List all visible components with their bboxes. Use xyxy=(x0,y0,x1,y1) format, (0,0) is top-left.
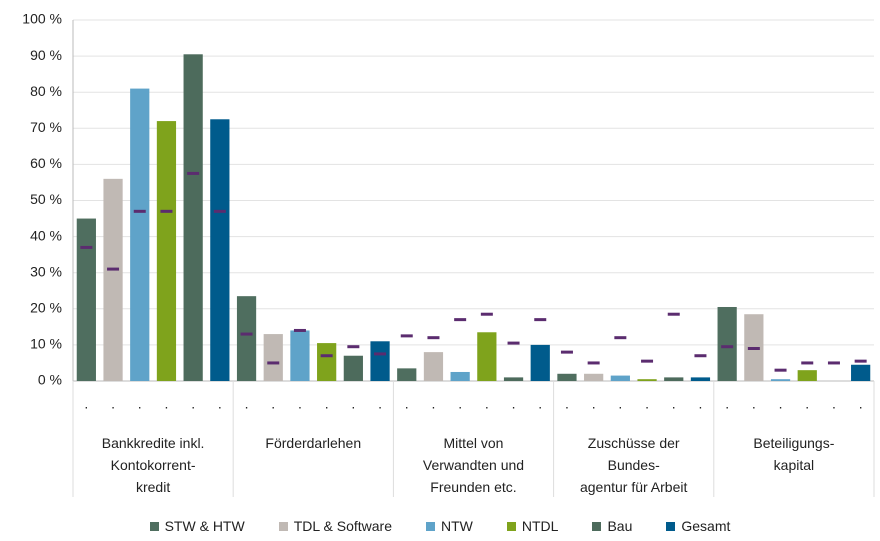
bar-label: . xyxy=(565,396,569,412)
bar xyxy=(76,218,96,381)
y-tick-label: 0 % xyxy=(38,372,62,388)
category-label: Bankkredite inkl. Kontokorrent- kredit xyxy=(101,435,205,495)
bar-label: . xyxy=(298,396,302,412)
legend-item: Bau xyxy=(592,518,632,534)
y-tick-label: 90 % xyxy=(30,47,62,63)
bar xyxy=(263,334,283,381)
bar xyxy=(236,296,257,381)
bar xyxy=(530,344,550,381)
y-tick-label: 50 % xyxy=(30,191,62,207)
bar-label: . xyxy=(779,396,783,412)
bar-label: . xyxy=(271,396,275,412)
bar-label: . xyxy=(84,396,88,412)
bar xyxy=(637,379,657,381)
legend-label: STW & HTW xyxy=(164,518,245,534)
bar-label: . xyxy=(138,396,142,412)
bar xyxy=(450,371,470,381)
bar xyxy=(477,332,497,381)
bar xyxy=(183,54,203,382)
bar xyxy=(557,373,577,381)
bar-label: . xyxy=(351,396,355,412)
bar xyxy=(797,370,817,381)
y-tick-label: 30 % xyxy=(30,263,62,279)
bar-label: . xyxy=(245,396,249,412)
bar-label: . xyxy=(432,396,436,412)
y-tick-label: 70 % xyxy=(30,119,62,135)
bar xyxy=(103,178,123,381)
bar-label: . xyxy=(485,396,489,412)
bar xyxy=(156,121,177,381)
bar xyxy=(584,373,604,381)
bar-label: . xyxy=(538,396,542,412)
legend-label: Gesamt xyxy=(681,518,731,534)
bar-label: . xyxy=(378,396,382,412)
category-label: Mittel von Verwandten und Freunden etc. xyxy=(422,435,525,495)
y-tick-label: 40 % xyxy=(30,227,62,243)
bar-label: . xyxy=(699,396,703,412)
bar xyxy=(610,375,630,381)
category-label: Zuschüsse der Bundes- agentur für Arbeit xyxy=(579,435,688,495)
y-tick-label: 20 % xyxy=(30,300,62,316)
bar-label: . xyxy=(512,396,516,412)
bar xyxy=(423,352,444,381)
legend-item: NTW xyxy=(426,518,473,534)
bar-label: . xyxy=(752,396,756,412)
bar xyxy=(290,330,310,381)
bar xyxy=(664,377,684,381)
legend-swatch xyxy=(666,522,676,531)
bar-label: . xyxy=(111,396,115,412)
bar-label: . xyxy=(859,396,863,412)
legend-label: TDL & Software xyxy=(293,518,392,534)
bar-label: . xyxy=(645,396,649,412)
legend-swatch xyxy=(592,522,602,531)
bar-label: . xyxy=(325,396,329,412)
bar xyxy=(317,343,337,381)
legend-label: Bau xyxy=(607,518,633,534)
bar-label: . xyxy=(592,396,596,412)
bar-label: . xyxy=(165,396,169,412)
bar-label: . xyxy=(218,396,222,412)
category-label: Beteiligungs- kapital xyxy=(753,435,835,473)
bar xyxy=(210,119,230,382)
bar xyxy=(717,306,737,381)
legend-swatch xyxy=(506,522,516,531)
bar xyxy=(343,355,363,381)
y-tick-label: 80 % xyxy=(30,83,62,99)
y-tick-label: 60 % xyxy=(30,155,62,171)
bar-label: . xyxy=(805,396,809,412)
bar xyxy=(130,88,150,381)
bar-label: . xyxy=(672,396,676,412)
bar-label: . xyxy=(832,396,836,412)
legend-item: Gesamt xyxy=(666,518,730,534)
bar xyxy=(770,379,791,381)
bar xyxy=(397,368,417,381)
legend-item: NTDL xyxy=(506,518,559,534)
legend-label: NTW xyxy=(441,518,473,534)
legend-swatch xyxy=(426,522,435,531)
bar xyxy=(370,341,390,381)
legend-label: NTDL xyxy=(521,518,559,534)
bar-label: . xyxy=(458,396,462,412)
bar xyxy=(690,377,711,381)
y-tick-label: 100 % xyxy=(22,11,62,27)
bar-label: . xyxy=(725,396,729,412)
legend-swatch xyxy=(278,522,288,531)
category-label: Förderdarlehen xyxy=(265,435,362,451)
bar-label: . xyxy=(191,396,195,412)
bar-label: . xyxy=(618,396,622,412)
y-tick-label: 10 % xyxy=(30,336,62,352)
bar-label: . xyxy=(405,396,409,412)
legend-swatch xyxy=(149,522,159,531)
legend-item: STW & HTW xyxy=(149,518,245,534)
legend-item: TDL & Software xyxy=(278,518,392,534)
legend: STW & HTW TDL & Software NTW NTDL Bau Gesamt xyxy=(0,518,880,534)
bar xyxy=(503,377,524,381)
bar xyxy=(851,364,871,381)
